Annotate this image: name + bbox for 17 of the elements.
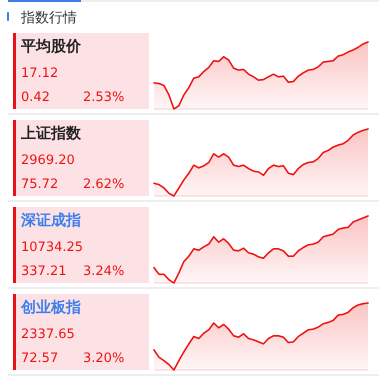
text: 2337.65 [21, 327, 75, 342]
text: 3.24% [83, 264, 124, 279]
text: 3.20% [83, 351, 124, 366]
text: 2.62% [83, 177, 124, 192]
chart-title: 平均股价 [20, 37, 82, 55]
chart-title: 上证指数 [20, 124, 82, 142]
text: 2969.20 [21, 153, 75, 168]
text: 指数行情 [20, 10, 77, 26]
text: 0.42 [21, 90, 50, 105]
text: 2.53% [83, 90, 124, 105]
text: 10734.25 [21, 240, 84, 255]
text: 72.57 [21, 351, 58, 366]
text: 75.72 [21, 177, 58, 192]
chart-title: 创业板指 [20, 298, 81, 316]
text: 337.21 [21, 264, 66, 279]
chart-title: 深证成指 [20, 211, 81, 229]
text: 17.12 [21, 66, 58, 81]
